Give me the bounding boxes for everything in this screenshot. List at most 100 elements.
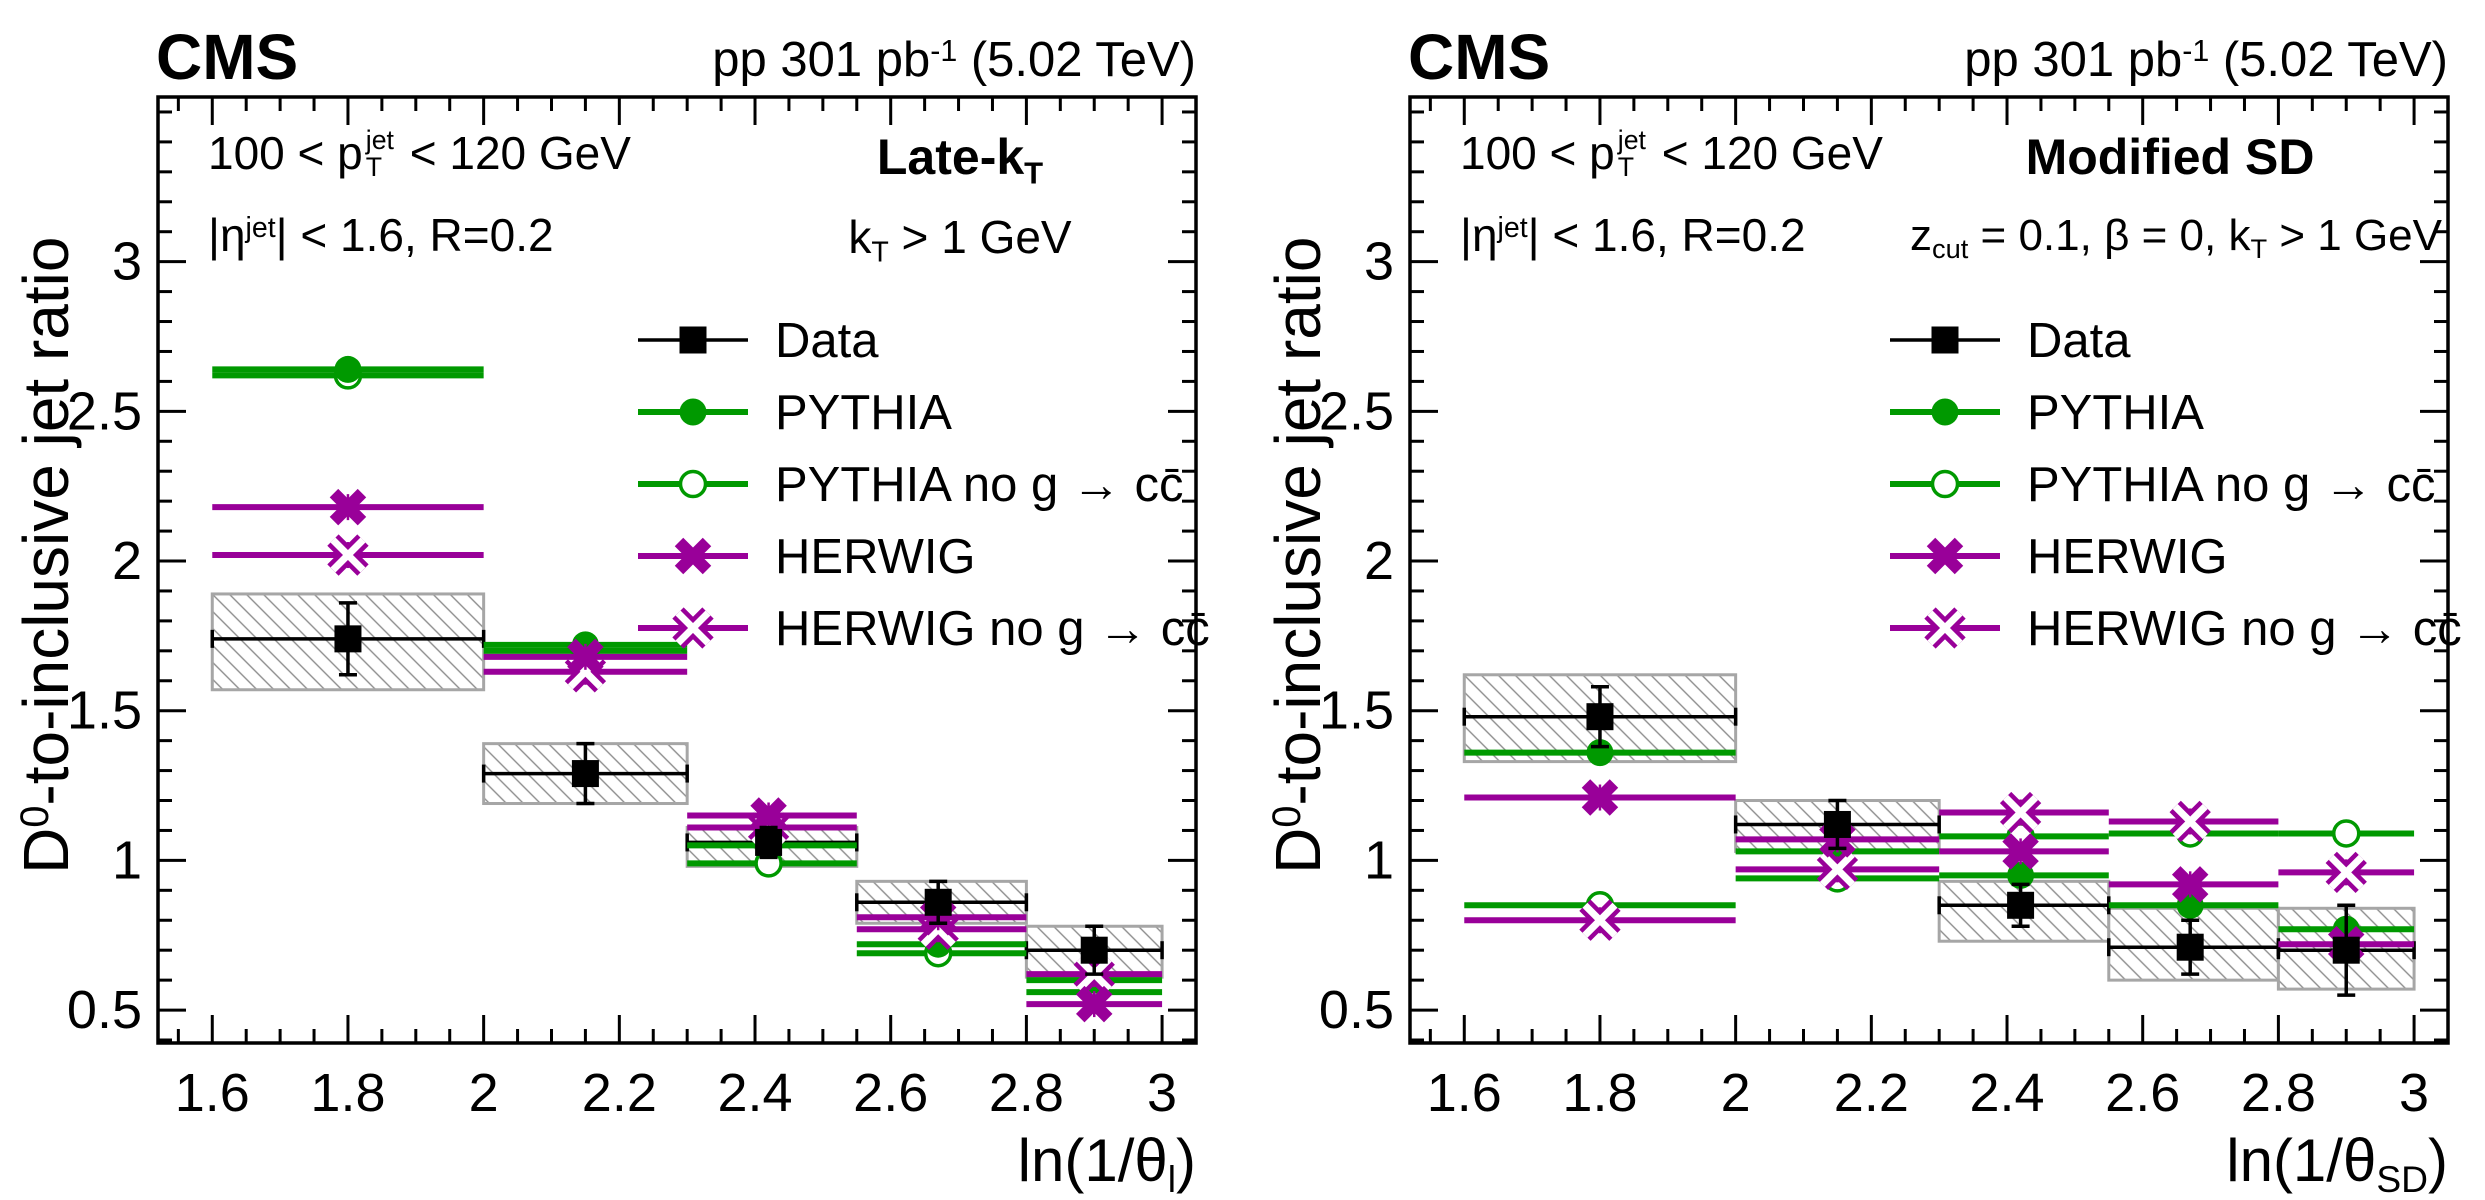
title-sub: T bbox=[1024, 155, 1044, 191]
x-axis-title-right: ln(1/θSD) bbox=[2052, 1128, 2448, 1200]
y-tick-label: 2 bbox=[112, 531, 142, 591]
herwig-open-marker-core bbox=[2172, 803, 2208, 839]
y-axis-title-right: D0-to-inclusive jet ratio bbox=[1261, 80, 1334, 1030]
legend-entry: HERWIG bbox=[638, 530, 976, 584]
pt-post: < 120 GeV bbox=[1648, 127, 1883, 179]
lumi-text: pp 301 pb bbox=[1964, 33, 2183, 87]
lumi-post: (5.02 TeV) bbox=[2209, 33, 2448, 87]
data-marker-square bbox=[571, 760, 599, 788]
xlabel-text: ln(1/θ bbox=[1017, 1127, 1168, 1194]
xlabel-text: ln(1/θ bbox=[2226, 1127, 2377, 1194]
herwig-open-marker-core bbox=[2003, 795, 2039, 830]
data-marker-square bbox=[679, 326, 707, 354]
data-marker-square bbox=[2332, 936, 2360, 964]
pt-selection-right: 100 < p jet T < 120 GeV bbox=[1460, 127, 1883, 184]
panel-late-kt: 1.6 1.8 2 2.2 2.4 2.6 2.8 3 0.5 1 1.5 2 2.5 3 Data PYTH… bbox=[67, 95, 1210, 1123]
pythia-marker-circle bbox=[1931, 398, 1959, 426]
x-tick-label: 2.4 bbox=[1969, 1063, 2044, 1123]
y-tick-label: 3 bbox=[1364, 232, 1394, 292]
panel-title-late-kt: Late-kT bbox=[810, 130, 1110, 190]
eta-selection-left: |ηjet| < 1.6, R=0.2 bbox=[208, 210, 554, 261]
herwig-marker-xcross bbox=[2171, 866, 2209, 903]
lumi-label-left: pp 301 pb-1 (5.02 TeV) bbox=[158, 33, 1196, 88]
y-tick-label: 2.5 bbox=[67, 381, 142, 441]
legend-label: Data bbox=[2027, 314, 2131, 368]
pt-sub: T bbox=[1617, 151, 1635, 182]
x-tick-label: 2.2 bbox=[1834, 1063, 1909, 1123]
pythia-marker-circle bbox=[2007, 861, 2035, 889]
y-tick-label: 0.5 bbox=[67, 980, 142, 1040]
herwig-marker-xcross bbox=[1926, 537, 1964, 575]
x-tick-label: 2 bbox=[1721, 1063, 1751, 1123]
panel-title-modified-sd: Modified SD bbox=[1960, 130, 2380, 190]
pt-supsub: jet T bbox=[1618, 127, 1646, 180]
herwig-open-marker-core bbox=[1582, 902, 1618, 938]
data-marker-square bbox=[924, 888, 952, 916]
lumi-sup: -1 bbox=[930, 33, 958, 68]
data-marker-square bbox=[755, 828, 783, 856]
ylabel-sup: 0 bbox=[1264, 805, 1309, 828]
y-tick-label: 1.5 bbox=[67, 681, 142, 741]
data-marker-square bbox=[334, 625, 362, 653]
plot-frame bbox=[1408, 95, 2450, 1045]
herwig-marker-xcross bbox=[329, 488, 367, 526]
legend-entry: Data bbox=[1890, 314, 2131, 368]
x-tick-label: 1.6 bbox=[175, 1063, 250, 1123]
eta-sup: jet bbox=[1497, 211, 1528, 244]
legend-label: PYTHIA bbox=[775, 386, 952, 440]
legend-label: HERWIG bbox=[775, 530, 976, 584]
legend-label: Data bbox=[775, 314, 879, 368]
y-tick-label: 0.5 bbox=[1319, 980, 1394, 1040]
herwig-marker-xcross bbox=[2002, 833, 2039, 870]
eta-pre: |η bbox=[1460, 209, 1498, 261]
ylabel-text: -to-inclusive jet ratio bbox=[9, 236, 82, 806]
cut-text: k bbox=[848, 211, 872, 263]
x-tick-label: 2.8 bbox=[989, 1063, 1064, 1123]
x-tick-label: 1.8 bbox=[310, 1063, 385, 1123]
lumi-post: (5.02 TeV) bbox=[957, 33, 1196, 87]
legend-entry: PYTHIA bbox=[1890, 386, 2204, 440]
eta-pre: |η bbox=[208, 209, 246, 261]
data-marker-square bbox=[1823, 810, 1851, 838]
herwig-open-marker-core bbox=[2328, 854, 2364, 890]
herwig-open-marker-core bbox=[330, 537, 366, 573]
x-tick-label: 2.8 bbox=[2241, 1063, 2316, 1123]
x-tick-label: 2.4 bbox=[717, 1063, 792, 1123]
legend-label: HERWIG bbox=[2027, 530, 2228, 584]
ylabel-sup: 0 bbox=[12, 805, 57, 828]
cut-text: z bbox=[1909, 211, 1932, 260]
x-tick-label: 1.8 bbox=[1562, 1063, 1637, 1123]
lumi-text: pp 301 pb bbox=[712, 33, 931, 87]
title-text: Modified SD bbox=[2025, 129, 2315, 185]
x-tick-label: 2 bbox=[469, 1063, 499, 1123]
x-tick-label: 3 bbox=[2399, 1063, 2429, 1123]
lumi-sup: -1 bbox=[2182, 33, 2210, 68]
y-tick-label: 1 bbox=[112, 830, 142, 890]
ylabel-text: D bbox=[1261, 827, 1334, 874]
x-tick-label: 2.6 bbox=[2105, 1063, 2180, 1123]
legend-label: HERWIG no g → cc̄ bbox=[775, 602, 1210, 656]
pt-pre: 100 < p bbox=[1460, 127, 1615, 179]
pt-supsub: jet T bbox=[366, 127, 394, 180]
y-axis-title-left: D0-to-inclusive jet ratio bbox=[9, 80, 82, 1030]
pt-sup: jet bbox=[1617, 124, 1646, 155]
legend-entry: PYTHIA bbox=[638, 386, 952, 440]
x-tick-label: 3 bbox=[1147, 1063, 1177, 1123]
cut-text: > 1 GeV bbox=[888, 211, 1072, 263]
xlabel-text: ) bbox=[2428, 1127, 2448, 1194]
xlabel-text: ) bbox=[1176, 1127, 1196, 1194]
eta-selection-right: |ηjet| < 1.6, R=0.2 bbox=[1460, 210, 1806, 261]
y-tick-label: 1.5 bbox=[1319, 681, 1394, 741]
pt-post: < 120 GeV bbox=[396, 127, 631, 179]
y-tick-label: 3 bbox=[112, 232, 142, 292]
cms-label-right: CMS bbox=[1408, 21, 1551, 93]
panel-cut-modified-sd: zcut = 0.1, β = 0, kT > 1 GeV bbox=[1830, 211, 2442, 264]
panel-cut-late-kt: kT > 1 GeV bbox=[810, 212, 1110, 269]
data-marker-square bbox=[1931, 326, 1959, 354]
x-tick-label: 2.2 bbox=[582, 1063, 657, 1123]
ylabel-text: D bbox=[9, 827, 82, 874]
x-tick-label: 1.6 bbox=[1427, 1063, 1502, 1123]
legend-entry: HERWIG bbox=[1890, 530, 2228, 584]
herwig-open-marker-core bbox=[1819, 851, 1855, 887]
